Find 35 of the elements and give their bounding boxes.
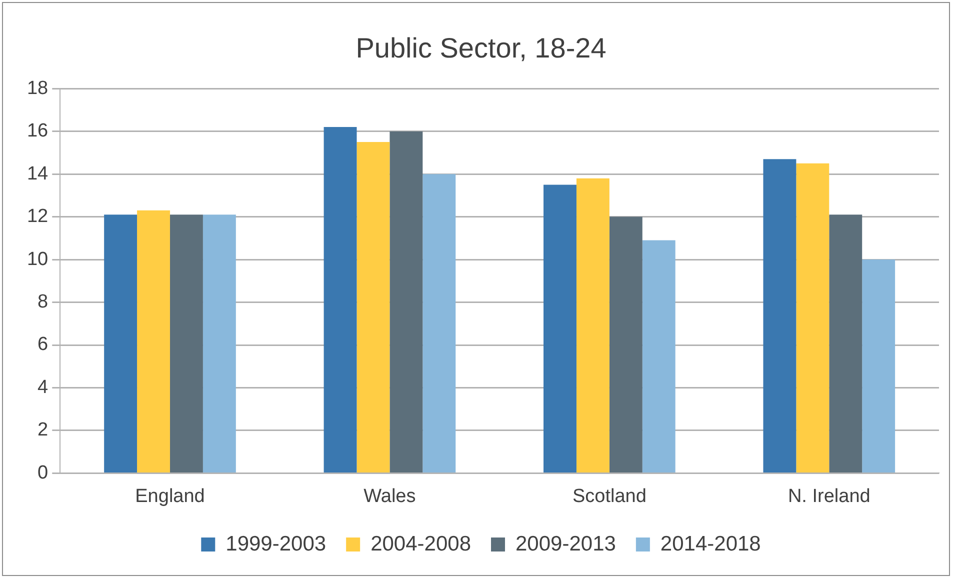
- bar: [324, 127, 357, 472]
- legend-label: 1999-2003: [226, 532, 326, 556]
- y-tick-label: 10: [26, 248, 48, 270]
- bar: [642, 240, 676, 472]
- x-tick-label: N. Ireland: [788, 486, 870, 507]
- bar: [137, 210, 170, 472]
- legend-label: 2009-2013: [516, 532, 616, 556]
- bar: [609, 216, 642, 472]
- bar: [796, 163, 830, 472]
- y-tick-label: 18: [26, 78, 48, 99]
- bar: [390, 131, 423, 472]
- y-tick-label: 4: [38, 376, 49, 398]
- y-tick-label: 2: [38, 420, 48, 441]
- bar: [422, 174, 456, 472]
- chart-title: Public Sector, 18-24: [356, 32, 606, 64]
- y-tick-label: 6: [38, 334, 48, 356]
- bar: [576, 178, 610, 472]
- bar: [763, 159, 796, 472]
- x-tick-label: Wales: [364, 486, 416, 507]
- legend-label: 2004-2008: [370, 532, 472, 556]
- y-tick-label: 8: [38, 292, 48, 312]
- bar: [170, 214, 203, 472]
- bar: [202, 214, 236, 472]
- bar: [862, 260, 896, 472]
- y-tick-label: 12: [26, 206, 48, 228]
- x-tick-label: Scotland: [572, 486, 646, 507]
- bar: [356, 142, 390, 472]
- y-tick-label: 14: [26, 163, 49, 184]
- x-tick-label: England: [135, 486, 205, 507]
- bar: [104, 214, 138, 472]
- bar: [544, 184, 576, 472]
- bar: [829, 214, 862, 472]
- y-tick-label: 0: [38, 462, 48, 484]
- legend-label: 2014-2018: [660, 532, 761, 556]
- y-tick-label: 16: [26, 120, 48, 142]
